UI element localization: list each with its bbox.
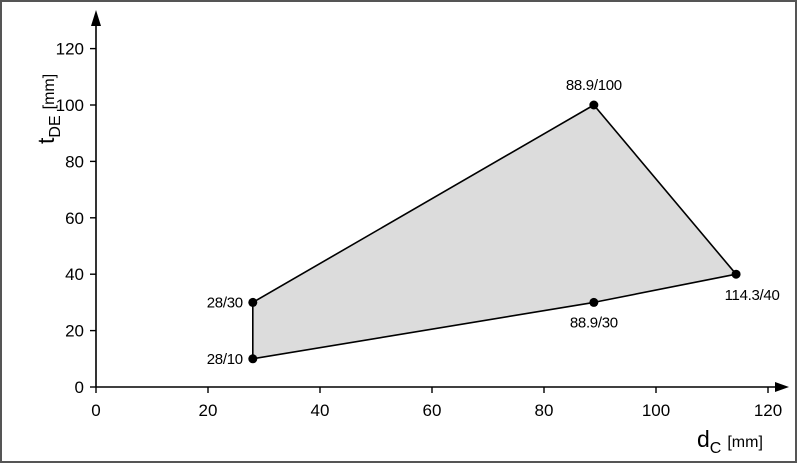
x-tick-label: 40 xyxy=(311,401,330,420)
x-axis-title: dC [mm] xyxy=(697,426,763,457)
region-polygon xyxy=(252,104,737,360)
data-point xyxy=(731,269,741,279)
data-point xyxy=(589,100,599,110)
data-point xyxy=(248,297,258,307)
x-tick-label: 80 xyxy=(535,401,554,420)
y-axis-arrow xyxy=(91,10,101,26)
x-tick-label: 100 xyxy=(642,401,670,420)
data-point-label: 114.3/40 xyxy=(725,287,780,304)
x-tick-label: 0 xyxy=(91,401,100,420)
y-tick-label: 80 xyxy=(65,152,84,171)
x-tick-label: 20 xyxy=(199,401,218,420)
y-tick-label: 0 xyxy=(75,378,84,397)
data-point-label: 28/30 xyxy=(207,294,243,311)
x-axis-arrow xyxy=(775,382,789,392)
y-tick-label: 60 xyxy=(65,209,84,228)
axes: 0 20 40 60 80 100 120 0 20 40 60 80 100 120 xyxy=(56,10,789,420)
y-tick-label: 20 xyxy=(65,322,84,341)
y-tick-label: 120 xyxy=(56,40,84,59)
data-point-label: 28/10 xyxy=(207,351,243,368)
x-tick-label: 120 xyxy=(754,401,782,420)
y-tick-label: 100 xyxy=(56,96,84,115)
data-marks: 28/30 28/10 88.9/100 88.9/30 114.3/40 xyxy=(207,77,780,368)
y-axis-title: tDE[mm] xyxy=(33,74,64,144)
data-point xyxy=(248,354,258,364)
plot-area xyxy=(252,104,737,360)
y-tick-label: 40 xyxy=(65,265,84,284)
data-point-label: 88.9/100 xyxy=(566,77,622,94)
data-point-label: 88.9/30 xyxy=(570,314,618,331)
x-tick-label: 60 xyxy=(423,401,442,420)
data-point xyxy=(589,297,599,307)
